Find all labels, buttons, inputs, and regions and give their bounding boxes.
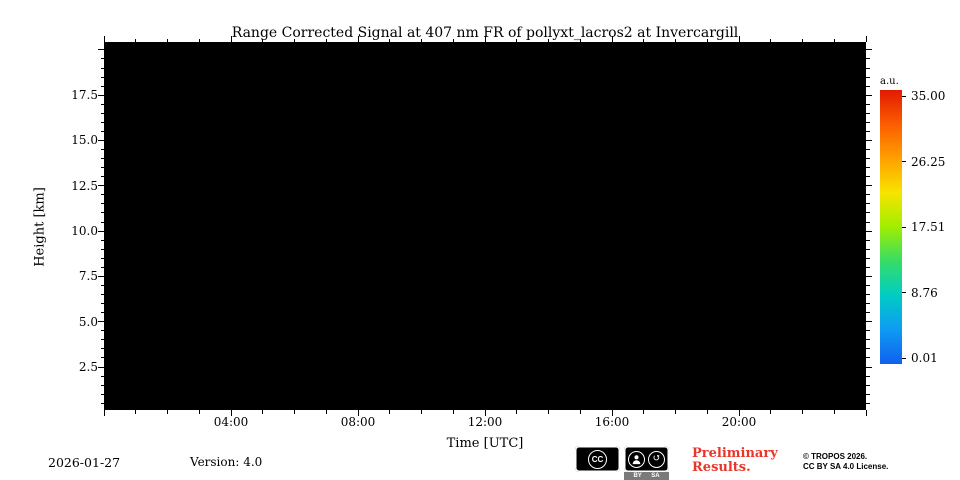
colorbar-tick-label: 17.51 <box>911 220 946 234</box>
cc-by-sa-strip: BY SA <box>624 472 669 480</box>
colorbar-unit-label: a.u. <box>880 76 899 87</box>
y-tick-label: 2.5 <box>78 360 98 374</box>
y-tick-label: 12.5 <box>71 179 98 193</box>
x-tick-label: 12:00 <box>467 415 503 429</box>
cc-license-badges: CC ↺ BY SA <box>575 446 669 480</box>
footer-version: Version: 4.0 <box>190 455 263 469</box>
preliminary-note: Preliminary Results. <box>692 447 778 475</box>
y-tick-label: 7.5 <box>78 269 98 283</box>
footer-date: 2026-01-27 <box>48 455 121 470</box>
x-tick-label: 16:00 <box>594 415 630 429</box>
by-person-icon <box>627 450 645 468</box>
cc-by-label: BY <box>633 473 642 479</box>
preliminary-line1: Preliminary <box>692 446 778 461</box>
x-axis-label: Time [UTC] <box>446 436 524 451</box>
sa-arrow-icon: ↺ <box>648 450 666 468</box>
y-tick-label: 15.0 <box>71 133 98 147</box>
cc-by-sa-badge: ↺ <box>624 446 669 472</box>
x-tick-label: 20:00 <box>721 415 757 429</box>
colorbar-tick-label: 8.76 <box>911 286 938 300</box>
cc-logo-text: CC <box>591 454 604 464</box>
x-tick-label: 08:00 <box>340 415 376 429</box>
colorbar-gradient <box>880 90 902 364</box>
plot-area <box>104 42 866 410</box>
x-tick-label: 04:00 <box>213 415 249 429</box>
preliminary-line2: Results. <box>692 460 751 475</box>
y-tick-label: 5.0 <box>78 315 98 329</box>
y-tick-label: 10.0 <box>71 224 98 238</box>
copyright-line2: CC BY SA 4.0 License. <box>803 461 889 471</box>
y-tick-label: 17.5 <box>71 88 98 102</box>
colorbar-tick-label: 0.01 <box>911 351 938 365</box>
colorbar-tick-label: 26.25 <box>911 155 946 169</box>
colorbar-tick-label: 35.00 <box>911 89 946 103</box>
chart-title: Range Corrected Signal at 407 nm FR of p… <box>231 25 739 41</box>
cc-logo-icon: CC <box>588 449 607 469</box>
copyright-note: © TROPOS 2026. CC BY SA 4.0 License. <box>803 452 888 471</box>
cc-sa-label: SA <box>651 473 660 479</box>
cc-badge: CC <box>575 446 620 472</box>
copyright-line1: © TROPOS 2026. <box>803 452 868 461</box>
